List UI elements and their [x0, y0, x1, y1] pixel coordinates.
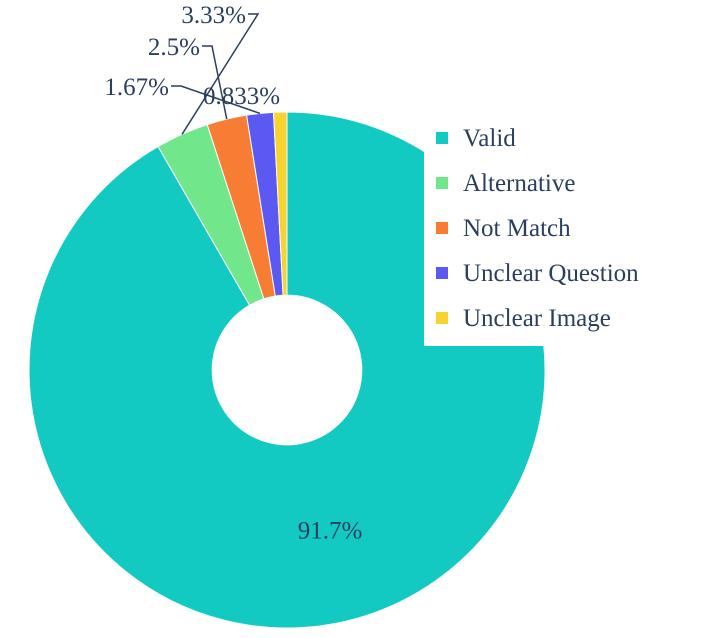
legend-swatch-unclear-question[interactable]	[436, 267, 448, 279]
legend-background	[424, 118, 703, 346]
percent-label-not-match: 2.5%	[148, 34, 200, 61]
percent-label-alternative: 3.33%	[181, 2, 246, 29]
legend-swatch-valid[interactable]	[436, 132, 448, 144]
leader-lines-group	[171, 13, 261, 135]
legend-label-valid[interactable]: Valid	[463, 125, 516, 152]
legend-swatch-not-match[interactable]	[436, 222, 448, 234]
slices-group	[28, 111, 546, 629]
legend-swatch-alternative[interactable]	[436, 177, 448, 189]
percent-labels-group: 91.7% 3.33% 2.5% 1.67% 0.833%	[104, 2, 362, 545]
legend-swatch-unclear-image[interactable]	[436, 312, 448, 324]
leader-line-alternative	[181, 13, 260, 135]
leader-line-not-match	[202, 45, 228, 120]
legend-label-alternative[interactable]: Alternative	[463, 170, 575, 197]
percent-label-unclear-question: 1.67%	[104, 74, 169, 101]
slice-unclear-image	[272, 111, 288, 296]
percent-label-valid: 91.7%	[298, 518, 363, 545]
percent-label-unclear-image: 0.833%	[203, 83, 280, 110]
legend-label-not-match[interactable]: Not Match	[463, 215, 571, 242]
legend-label-unclear-image[interactable]: Unclear Image	[463, 305, 611, 332]
leader-line-unclear-question	[171, 85, 261, 115]
legend-label-unclear-question[interactable]: Unclear Question	[463, 260, 639, 287]
legend: Valid Alternative Not Match Unclear Questio…	[436, 125, 639, 332]
